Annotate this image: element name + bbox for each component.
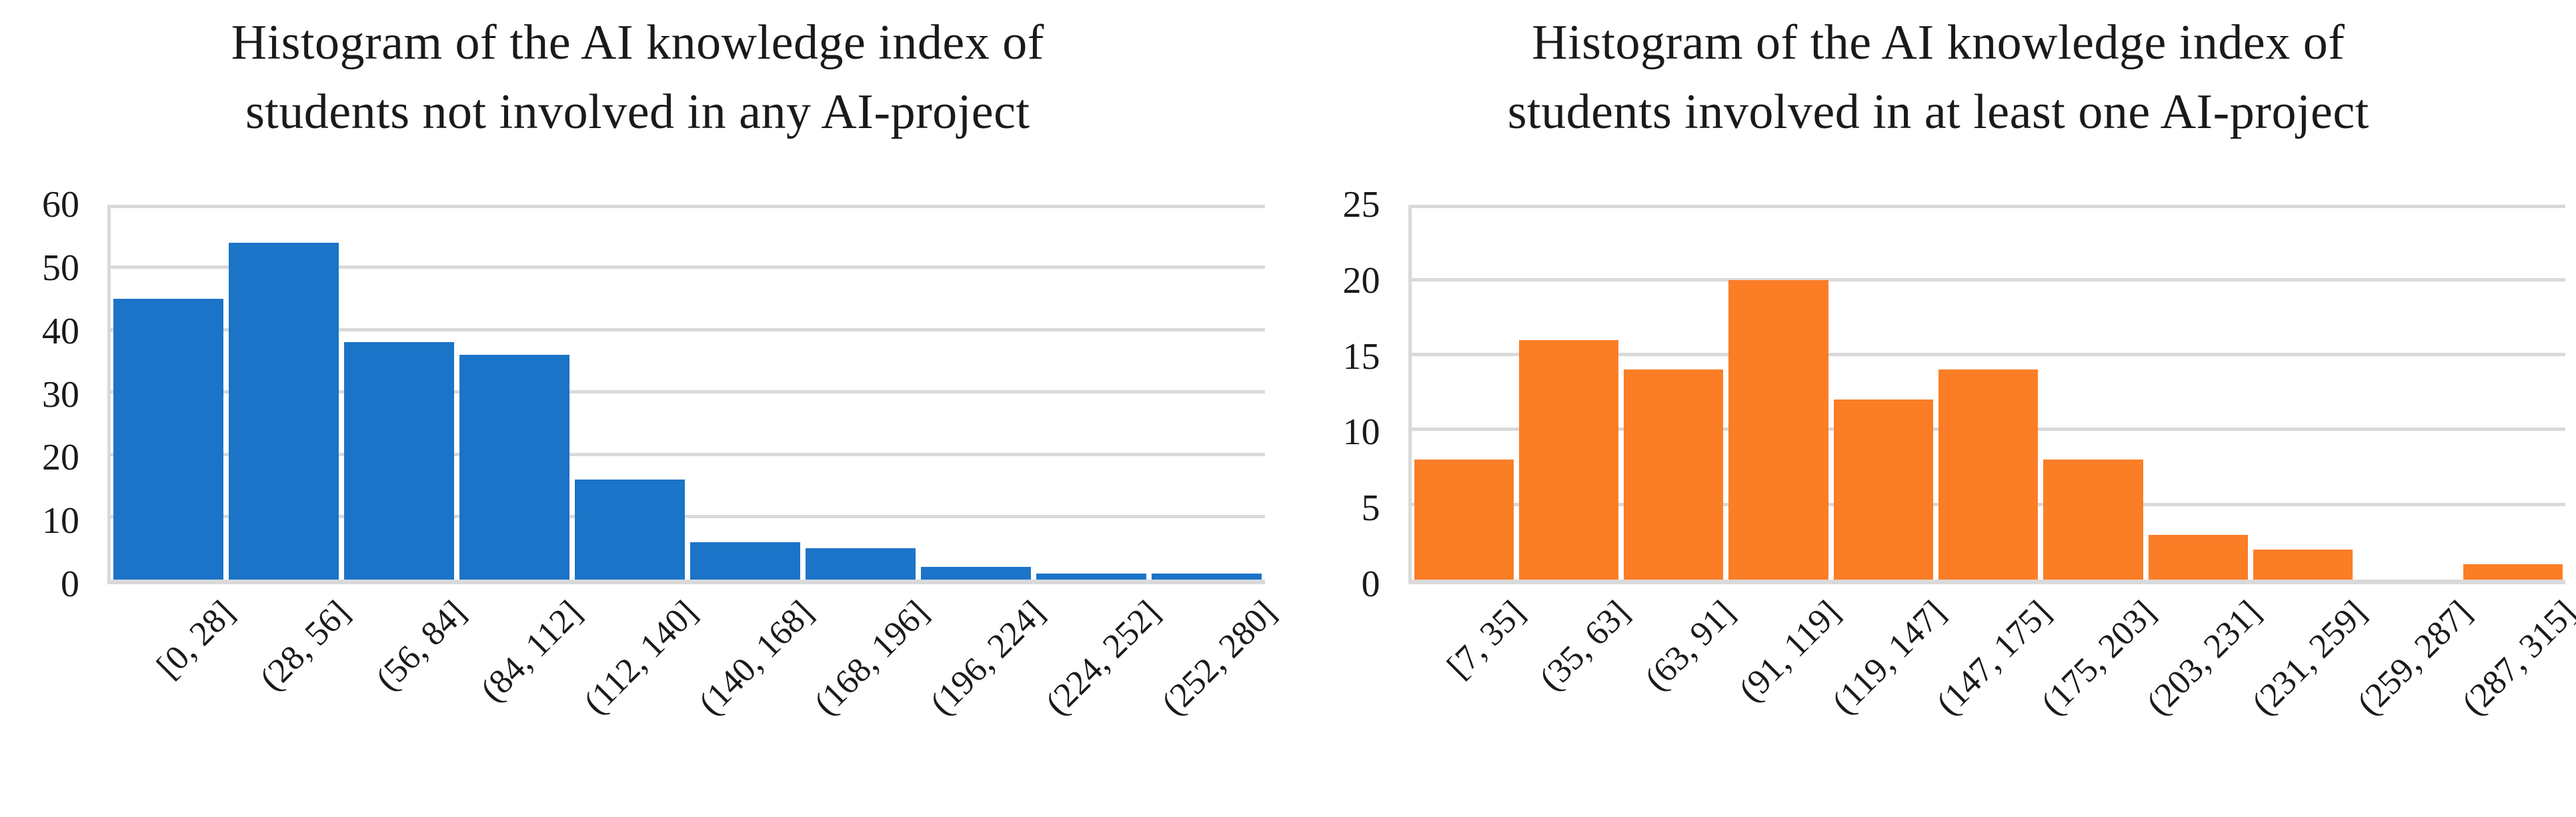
gridline (111, 452, 1265, 456)
x-tick-label: [7, 35] (1440, 593, 1532, 686)
chart-body: 0 10 20 30 40 50 60 (11, 186, 1265, 603)
y-tick-label: 0 (61, 563, 79, 605)
histogram-bar (2253, 549, 2353, 580)
gridline (1411, 277, 2565, 281)
chart-title-line2: students involved in at least one AI-pro… (1507, 85, 2369, 139)
x-tick-label: (140, 168] (692, 593, 821, 723)
x-tick-label: [0, 28] (149, 593, 242, 686)
x-tick-label: (84, 112] (473, 593, 589, 710)
x-tick-label: (28, 56] (253, 593, 358, 698)
x-tick-label: (119, 147] (1824, 593, 1953, 722)
x-tick-label: (147, 175] (1928, 593, 2059, 723)
x-tick-label: (35, 63] (1532, 593, 1638, 698)
gridline (1411, 352, 2565, 356)
plot-area (1408, 205, 2565, 584)
x-tick-label: (175, 203] (2034, 593, 2164, 723)
y-tick-label: 15 (1342, 335, 1380, 377)
histogram-bar (2043, 460, 2143, 580)
y-tick-label: 20 (42, 437, 79, 479)
histogram-bar (575, 480, 686, 580)
x-axis: [0, 28] (28, 56] (56, 84] (84, 112] (112, 14… (11, 584, 1283, 817)
histogram-bar (1518, 339, 1619, 580)
y-axis: 0 5 10 15 20 25 (1312, 186, 1408, 603)
y-tick-label: 40 (42, 310, 79, 352)
histogram-bar (690, 542, 801, 580)
x-axis: [7, 35] (35, 63] (63, 91] (91, 119] (119, 14… (1312, 584, 2576, 817)
chart-title-line1: Histogram of the AI knowledge index of (1532, 15, 2345, 70)
y-tick-label: 50 (42, 247, 79, 289)
y-tick-label: 10 (1342, 412, 1380, 454)
x-axis-labels: [7, 35] (35, 63] (63, 91] (91, 119] (119, 14… (1408, 584, 2576, 817)
histogram-bar (229, 242, 339, 580)
y-tick-label: 30 (42, 373, 79, 416)
x-tick-label: (203, 231] (2139, 593, 2269, 723)
histogram-bar (1833, 399, 1934, 580)
x-tick-label: (56, 84] (369, 593, 473, 698)
x-axis-spacer (11, 584, 107, 817)
histogram-bar (459, 354, 570, 580)
x-axis-spacer (1312, 584, 1408, 817)
x-tick-label: (196, 224] (923, 593, 1052, 723)
chart-title: Histogram of the AI knowledge index of s… (1312, 0, 2566, 173)
histogram-bar (921, 567, 1032, 580)
x-axis-labels: [0, 28] (28, 56] (56, 84] (84, 112] (112, 14… (107, 584, 1283, 817)
x-tick-label: (63, 91] (1638, 593, 1743, 698)
chart-body: 0 5 10 15 20 25 (1312, 186, 2565, 603)
y-tick-label: 10 (42, 500, 79, 542)
y-tick-label: 25 (1342, 184, 1380, 226)
y-tick-label: 60 (42, 184, 79, 226)
histogram-bar (2148, 534, 2249, 580)
x-tick-label: (259, 287] (2349, 593, 2479, 723)
chart-not-involved: Histogram of the AI knowledge index of s… (11, 0, 1284, 817)
x-tick-label: (112, 140] (576, 593, 705, 722)
y-tick-label: 0 (1361, 563, 1380, 605)
histogram-bar (1036, 573, 1147, 580)
histogram-bar (113, 298, 224, 580)
histogram-bar (1939, 369, 2039, 580)
histogram-bar (1152, 573, 1262, 580)
histogram-bar (1624, 369, 1724, 580)
y-axis: 0 10 20 30 40 50 60 (11, 186, 107, 603)
y-tick-label: 20 (1342, 260, 1380, 302)
histogram-bar (1728, 279, 1828, 580)
chart-title-line2: students not involved in any AI-project (245, 85, 1030, 139)
gridline (111, 327, 1265, 331)
chart-title: Histogram of the AI knowledge index of s… (11, 0, 1265, 173)
x-tick-label: (168, 196] (807, 593, 937, 723)
gridline (111, 390, 1265, 394)
x-tick-label: (224, 252] (1038, 593, 1168, 723)
x-tick-label: (252, 280] (1154, 593, 1284, 723)
histogram-bar (2463, 564, 2563, 580)
gridline (1411, 205, 2565, 209)
gridline (111, 515, 1265, 519)
gridline (111, 265, 1265, 269)
x-tick-label: (231, 259] (2245, 593, 2374, 723)
histogram-bar (1414, 460, 1514, 580)
x-tick-label: (287, 315] (2455, 593, 2576, 723)
chart-involved: Histogram of the AI knowledge index of s… (1312, 0, 2576, 817)
histogram-bar (806, 548, 916, 580)
histogram-bar (344, 342, 455, 580)
chart-title-line1: Histogram of the AI knowledge index of (231, 15, 1044, 70)
y-tick-label: 5 (1361, 488, 1380, 530)
gridline (111, 205, 1265, 209)
plot-area (107, 205, 1265, 584)
